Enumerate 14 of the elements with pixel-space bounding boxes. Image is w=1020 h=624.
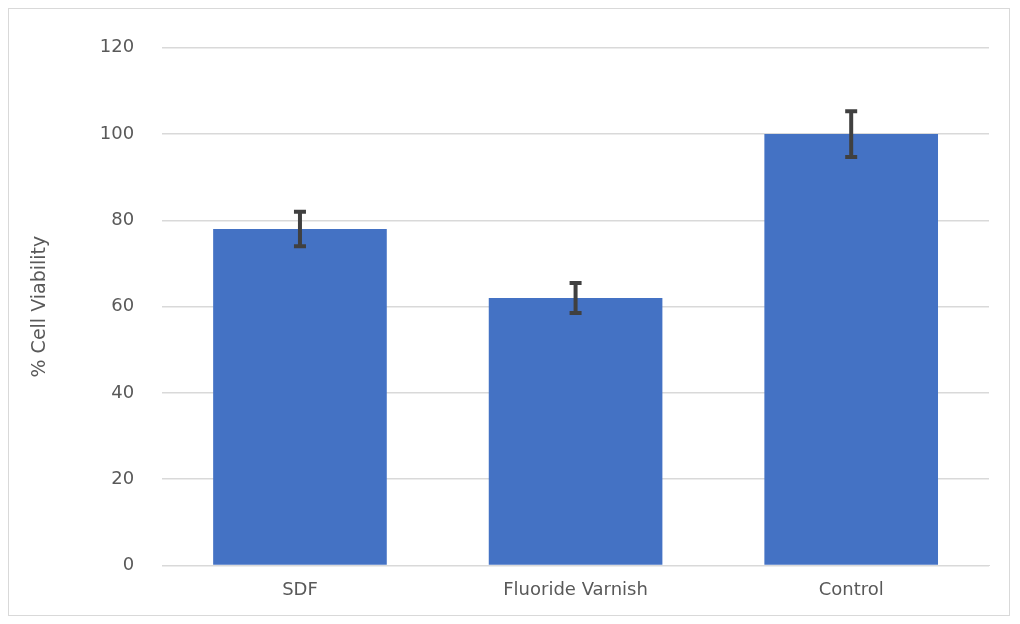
y-tick-label: 100 [99, 121, 135, 143]
y-tick-label: 60 [111, 294, 135, 316]
bar [213, 228, 387, 565]
y-tick-label: 0 [122, 553, 135, 575]
y-tick-label: 120 [99, 35, 135, 57]
y-tick-label: 80 [111, 208, 135, 230]
bar [488, 297, 663, 565]
bar [764, 134, 939, 565]
x-tick-label: Fluoride Varnish [503, 577, 648, 599]
y-tick-label: 20 [111, 466, 135, 488]
y-tick-label: 40 [111, 380, 135, 402]
x-tick-label: SDF [282, 577, 318, 599]
y-axis-title: % Cell Viability [27, 235, 50, 378]
x-tick-label: Control [818, 577, 884, 599]
